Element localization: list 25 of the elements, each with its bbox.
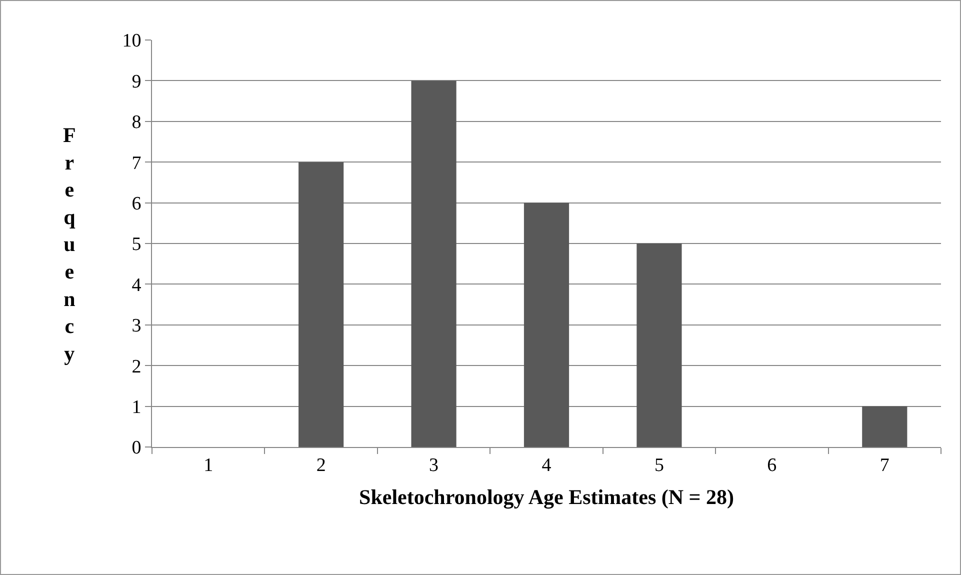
y-tick-label: 2 <box>132 356 142 378</box>
y-tick-label: 10 <box>122 30 142 52</box>
x-tick-label: 1 <box>204 454 214 476</box>
y-tick-label: 7 <box>132 152 142 174</box>
y-tick-label: 0 <box>132 438 142 459</box>
bar <box>862 406 908 447</box>
x-tick-label: 6 <box>767 454 777 476</box>
x-axis-title: Skeletochronology Age Estimates (N = 28) <box>359 485 734 509</box>
x-tick-label: 5 <box>654 454 664 476</box>
bar <box>411 80 456 447</box>
bar <box>298 162 344 447</box>
x-tick-label: 7 <box>880 454 890 476</box>
y-tick-label: 3 <box>132 316 142 337</box>
y-tick-label: 8 <box>132 112 142 134</box>
y-tick-label: 1 <box>132 396 142 418</box>
x-tick-label: 4 <box>542 454 552 476</box>
text: Frequency <box>63 123 76 366</box>
bar <box>524 202 570 447</box>
y-tick-label: 6 <box>132 193 142 214</box>
y-tick-label: 4 <box>132 274 142 296</box>
y-tick-label: 9 <box>132 71 142 92</box>
x-tick-label: 3 <box>429 454 439 476</box>
y-tick-label: 5 <box>132 234 142 256</box>
bar <box>636 244 682 447</box>
x-tick-label: 2 <box>316 454 326 476</box>
